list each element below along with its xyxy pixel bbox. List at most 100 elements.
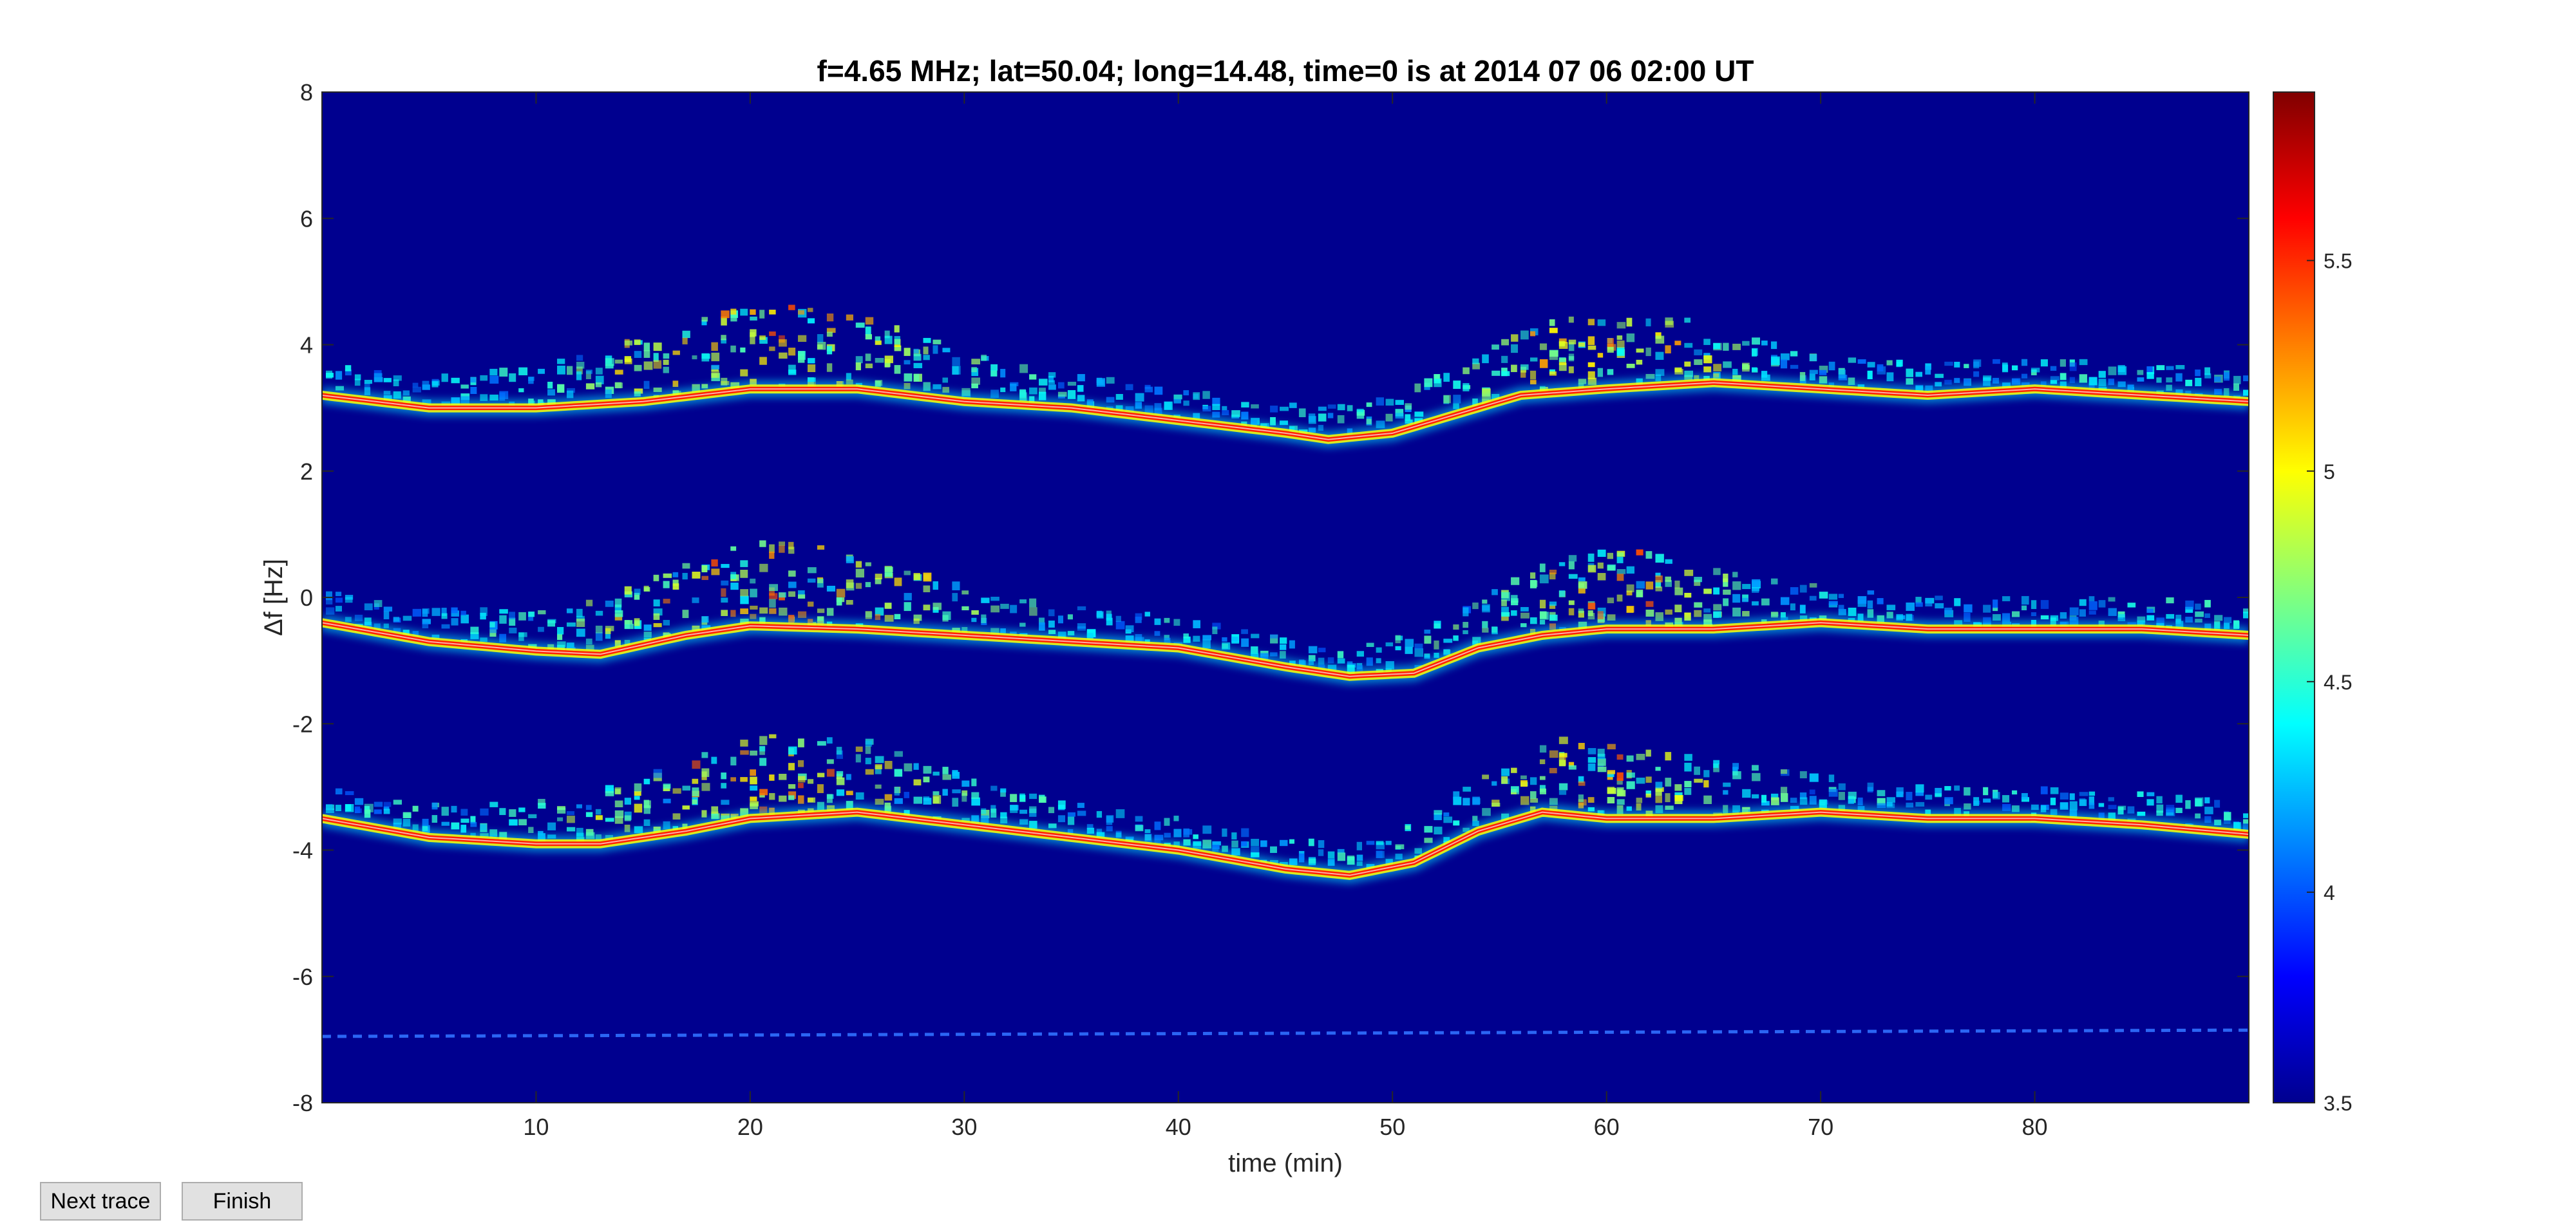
spectral-point (2050, 798, 2056, 805)
spectral-point (1511, 334, 1519, 342)
spectral-point (904, 763, 913, 772)
spectral-point (2108, 805, 2117, 809)
spectral-point (2195, 813, 2201, 819)
finish-button[interactable]: Finish (182, 1182, 303, 1221)
spectral-point (855, 561, 862, 568)
spectral-point (1665, 559, 1672, 564)
spectral-point (422, 619, 431, 624)
spectral-point (1010, 604, 1018, 614)
spectral-point (1212, 404, 1220, 411)
spectral-point (730, 777, 736, 782)
spectral-point (480, 612, 486, 620)
spectral-point (2021, 359, 2028, 366)
spectral-point (1298, 408, 1306, 418)
spectral-point (1395, 413, 1404, 419)
spectral-point (750, 309, 756, 315)
spectral-point (933, 603, 942, 610)
spectral-point (1616, 552, 1624, 557)
spectral-point (1587, 362, 1595, 368)
spectral-point (855, 356, 863, 364)
spectral-point (1000, 812, 1007, 819)
spectral-point (971, 377, 980, 385)
spectral-point (1193, 635, 1200, 642)
spectral-point (585, 812, 593, 818)
spectral-point (855, 568, 864, 578)
spectral-point (2050, 366, 2057, 371)
spectral-point (393, 375, 402, 381)
spectral-point (779, 541, 786, 546)
spectral-point (557, 359, 565, 364)
spectral-point (855, 323, 865, 328)
spectral-point (1578, 610, 1584, 618)
spectral-point (1626, 772, 1635, 778)
spectral-point (1732, 572, 1738, 577)
spectral-point (1694, 359, 1703, 365)
spectral-point (798, 783, 804, 789)
spectral-point (451, 610, 459, 617)
spectral-point (1077, 623, 1086, 629)
spectral-point (2031, 804, 2039, 810)
spectral-point (1511, 595, 1518, 601)
spectral-point (1106, 614, 1112, 621)
spectral-point (2137, 791, 2144, 798)
spectral-point (412, 608, 422, 617)
spectral-point (451, 607, 458, 614)
spectral-point (2166, 614, 2175, 619)
next-trace-button[interactable]: Next trace (40, 1182, 161, 1221)
spectral-point (1453, 820, 1460, 826)
spectral-point (1665, 805, 1674, 810)
spectral-point (1636, 777, 1645, 784)
spectral-point (1694, 349, 1703, 355)
spectral-point (1424, 635, 1432, 644)
spectral-point (1183, 390, 1189, 396)
spectral-point (595, 632, 603, 641)
spectral-point (2146, 615, 2155, 621)
spectral-point (1694, 602, 1703, 608)
spectral-point (1511, 786, 1519, 792)
spectral-point (740, 347, 746, 353)
spectral-point (2146, 366, 2153, 373)
spectral-point (1414, 848, 1423, 854)
spectral-point (2195, 369, 2201, 377)
spectral-point (1732, 594, 1741, 603)
spectral-point (1539, 619, 1546, 625)
spectral-point (1896, 614, 1904, 621)
spectral-point (865, 562, 871, 567)
spectral-point (595, 382, 602, 388)
spectral-point (1385, 398, 1394, 406)
spectral-point (422, 384, 430, 390)
spectral-point (1752, 348, 1757, 357)
spectral-point (875, 336, 881, 341)
spectral-point (779, 335, 785, 343)
spectral-point (1578, 588, 1586, 594)
spectral-point (1337, 651, 1344, 659)
spectral-point (798, 351, 805, 356)
spectral-point (1183, 636, 1191, 643)
spectral-point (1251, 646, 1258, 654)
spectral-point (480, 824, 487, 830)
spectral-point (1587, 345, 1596, 350)
spectral-point (788, 795, 795, 800)
spectral-point (1405, 825, 1410, 830)
spectral-point (1520, 364, 1529, 370)
spectral-point (2243, 612, 2249, 619)
y-tick-label: 2 (300, 458, 313, 485)
spectral-point (383, 801, 392, 807)
colorbar-ticks: 3.5 4 4.5 5 5.5 (2307, 250, 2352, 1115)
spectral-point (1337, 658, 1345, 664)
spectral-point (1954, 785, 1960, 791)
spectral-point (779, 607, 788, 616)
spectral-point (692, 597, 699, 603)
spectral-point (509, 809, 516, 817)
spectral-point (509, 373, 516, 382)
spectral-point (875, 577, 882, 585)
spectral-point (364, 617, 372, 626)
spectral-point (788, 370, 797, 375)
y-tick-label: 6 (300, 205, 313, 232)
spectral-point (884, 760, 893, 769)
spectral-point (364, 380, 373, 384)
spectral-point (1501, 606, 1509, 615)
spectral-point (663, 581, 670, 588)
spectral-point (1568, 342, 1575, 351)
spectral-point (1674, 784, 1682, 791)
